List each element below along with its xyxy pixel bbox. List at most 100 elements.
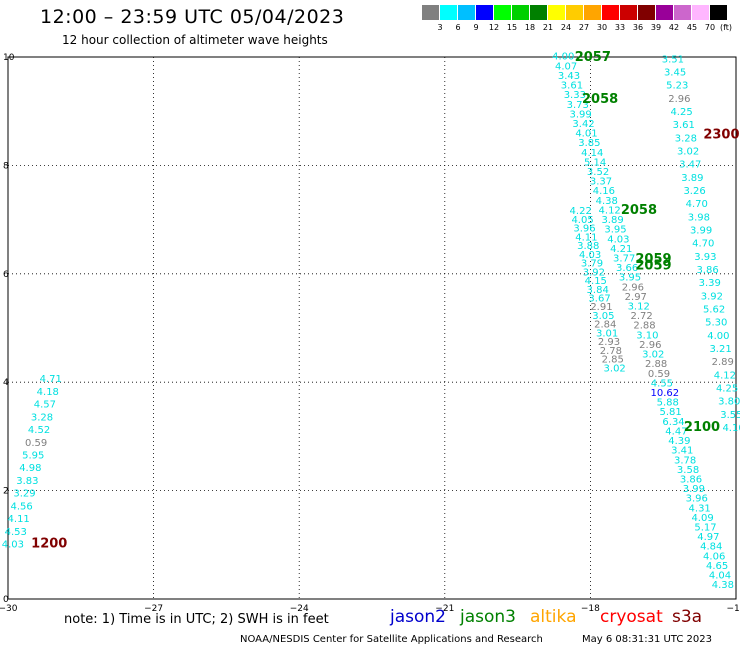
wave-height-value: 5.62 [703, 305, 725, 316]
wave-height-value: 3.02 [642, 350, 664, 361]
wave-height-value: 4.04 [709, 571, 731, 582]
track-time-label: 2300 [703, 127, 739, 142]
wave-height-value: 4.38 [596, 196, 618, 207]
legend-jason3: jason3 [460, 607, 516, 627]
scale-label: 42 [668, 23, 680, 32]
y-tick-label: 10 [3, 53, 15, 63]
wave-height-value: 2.88 [645, 359, 667, 370]
scale-swatch [620, 5, 637, 20]
wave-height-value: 10.62 [651, 388, 680, 399]
wave-height-value: 2.96 [622, 282, 644, 293]
wave-height-value: 4.16 [593, 186, 615, 197]
wave-height-value: 3.28 [675, 133, 697, 144]
wave-height-value: 4.84 [700, 542, 722, 553]
wave-height-value: 2.88 [633, 321, 655, 332]
track-time-label: 2059 [635, 252, 671, 267]
wave-height-value: 4.55 [651, 378, 673, 389]
legend-cryosat: cryosat [600, 607, 663, 627]
x-tick-label: −24 [290, 604, 309, 614]
scale-label: 36 [632, 23, 644, 32]
wave-height-value: 0.59 [25, 438, 47, 449]
wave-height-value: 3.83 [16, 476, 38, 487]
wave-height-value: 4.65 [706, 561, 728, 572]
wave-height-value: 3.92 [583, 267, 605, 278]
wave-height-value: 4.70 [692, 239, 714, 250]
wave-height-value: 3.79 [581, 259, 603, 270]
page-title: 12:00 – 23:59 UTC 05/04/2023 [40, 6, 345, 28]
wave-height-value: 3.05 [592, 311, 614, 322]
wave-height-value: 2.93 [598, 337, 620, 348]
wave-height-value: 2.72 [630, 311, 652, 322]
wave-height-value: 5.23 [666, 81, 688, 92]
wave-height-value: 3.52 [587, 167, 609, 178]
wave-height-value: 4.47 [665, 426, 687, 437]
wave-height-value: 4.39 [668, 436, 690, 447]
y-tick-label: 8 [3, 161, 9, 171]
wave-height-value: 6.34 [662, 417, 684, 428]
wave-height-value: 3.98 [688, 212, 710, 223]
wave-height-value: 3.86 [680, 474, 702, 485]
wave-height-value: 3.58 [677, 465, 699, 476]
wave-height-value: 0.59 [648, 369, 670, 380]
wave-height-value: 4.18 [37, 387, 59, 398]
wave-height-value: 3.39 [699, 278, 721, 289]
wave-height-value: 3.96 [573, 224, 595, 235]
wave-height-value: 3.92 [701, 291, 723, 302]
wave-height-value: 3.02 [677, 147, 699, 158]
scale-label: 70 [704, 23, 716, 32]
y-tick-label: 0 [3, 595, 9, 605]
track-time-label: 2059 [635, 258, 671, 273]
scale-swatch [512, 5, 529, 20]
wave-height-value: 3.89 [681, 173, 703, 184]
scale-label: 39 [650, 23, 662, 32]
wave-height-value: 5.88 [657, 398, 679, 409]
scale-swatch [440, 5, 457, 20]
wave-height-value: 4.25 [716, 383, 738, 394]
wave-height-value: 4.00 [707, 331, 729, 342]
wave-height-value: 3.33 [564, 90, 586, 101]
wave-height-value: 3.37 [590, 177, 612, 188]
wave-height-value: 3.89 [601, 215, 623, 226]
scale-label: 24 [560, 23, 572, 32]
scale-label: 3 [437, 23, 443, 32]
y-tick-label: 4 [3, 378, 9, 388]
wave-height-value: 4.70 [686, 199, 708, 210]
wave-height-value: 2.85 [602, 355, 624, 366]
wave-height-value: 3.78 [674, 455, 696, 466]
wave-height-value: 2.96 [668, 94, 690, 105]
wave-height-value: 3.42 [572, 119, 594, 130]
track-time-label: 2057 [575, 50, 611, 65]
plot-frame [7, 56, 737, 600]
scale-swatch [422, 5, 439, 20]
wave-height-value: 3.73 [567, 100, 589, 111]
legend-s3a: s3a [672, 607, 703, 627]
wave-height-value: 3.99 [683, 484, 705, 495]
wave-height-value: 5.14 [584, 157, 606, 168]
wave-height-value: 3.95 [604, 225, 626, 236]
wave-height-value: 3.67 [588, 294, 610, 305]
scale-swatch [476, 5, 493, 20]
scale-swatch [584, 5, 601, 20]
wave-height-value: 4.97 [697, 532, 719, 543]
wave-height-value: 4.22 [570, 206, 592, 217]
wave-height-value: 2.84 [594, 320, 616, 331]
wave-height-value: 4.21 [610, 244, 632, 255]
scale-label: 18 [524, 23, 536, 32]
wave-height-value: 2.78 [600, 346, 622, 357]
track-time-label: 2058 [621, 203, 657, 218]
wave-height-value: 5.30 [705, 318, 727, 329]
wave-height-value: 4.03 [579, 250, 601, 261]
wave-height-value: 3.29 [13, 489, 35, 500]
wave-height-value: 4.10 [722, 423, 740, 434]
scale-label: 12 [488, 23, 500, 32]
y-tick-label: 2 [3, 487, 9, 497]
wave-height-value: 4.56 [10, 501, 32, 512]
legend-altika: altika [530, 607, 577, 627]
footer-timestamp: May 6 08:31:31 UTC 2023 [582, 634, 712, 645]
wave-height-value: 3.01 [596, 328, 618, 339]
wave-height-value: 3.55 [720, 410, 740, 421]
scale-label: 27 [578, 23, 590, 32]
wave-height-value: 5.17 [694, 523, 716, 534]
track-time-label: 1200 [31, 537, 67, 552]
